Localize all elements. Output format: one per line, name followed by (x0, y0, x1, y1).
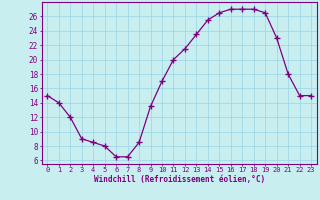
X-axis label: Windchill (Refroidissement éolien,°C): Windchill (Refroidissement éolien,°C) (94, 175, 265, 184)
